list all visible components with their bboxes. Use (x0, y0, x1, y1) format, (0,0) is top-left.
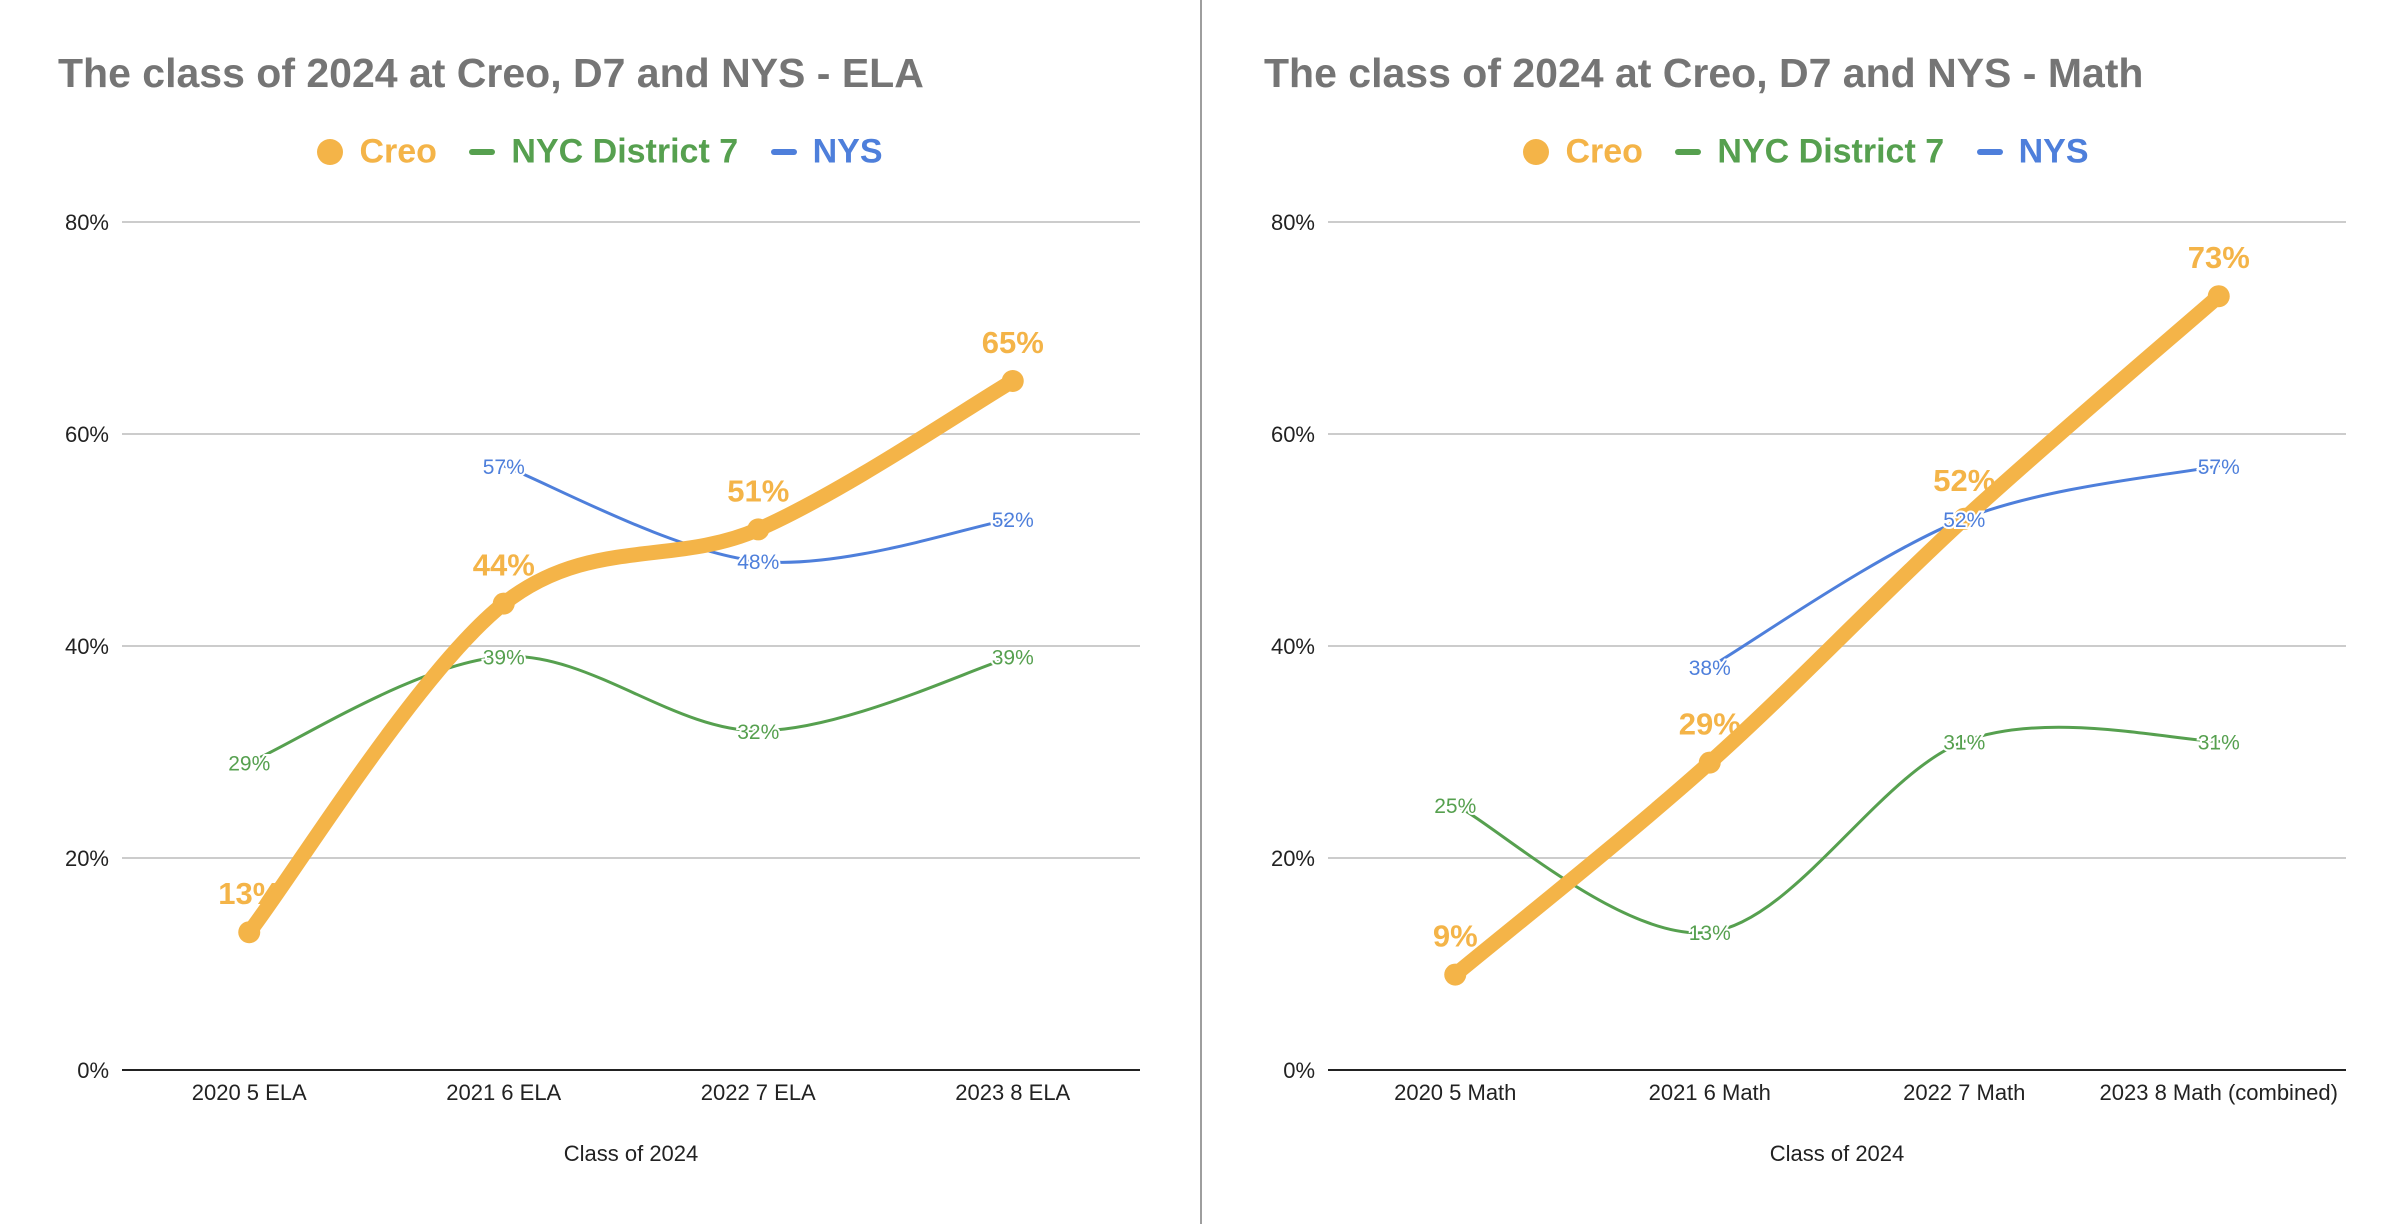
ela-legend-nys[interactable]: NYS (770, 131, 883, 172)
ela-series-nyc-district-7-line (247, 655, 1015, 765)
ela-series-nyc-district-7-data-label: 29% (228, 753, 270, 776)
math-series-creo-line (1447, 288, 2227, 983)
ela-legend-creo[interactable]: Creo (317, 131, 437, 172)
ela-series-creo-data-label: 13% (218, 876, 280, 911)
math-series-creo-data-label: 9% (1433, 919, 1478, 954)
ela-legend-nys-marker (770, 149, 797, 156)
math-series-nys-data-label: 38% (1689, 657, 1731, 680)
ela-series-creo-data-label: 65% (982, 325, 1044, 360)
math-chart-title: The class of 2024 at Creo, D7 and NYS - … (1264, 50, 2144, 96)
math-legend-creo-label: Creo (1565, 132, 1643, 171)
math-y-tick-label: 80% (1271, 210, 1315, 235)
math-legend-creo-marker (1523, 139, 1550, 166)
math-series-nyc-district-7-line (1453, 725, 2221, 935)
math-legend: Creo NYC District 7 NYS (1206, 131, 2400, 172)
math-y-tick-label: 60% (1271, 422, 1315, 447)
ela-series-nys-data-label: 57% (483, 456, 525, 479)
ela-x-tick-label: 2020 5 ELA (192, 1080, 307, 1105)
math-x-axis-title: Class of 2024 (1770, 1141, 1905, 1166)
ela-plot-area: 0% 20% 40% 60% 80% 2020 5 ELA 2021 6 ELA 2022 7… (65, 210, 1140, 1166)
ela-chart-title: The class of 2024 at Creo, D7 and NYS - … (58, 50, 924, 96)
ela-legend-district-marker (469, 149, 496, 156)
math-series-nyc-district-7-data-label: 31% (2198, 731, 2240, 754)
math-x-tick-label: 2020 5 Math (1394, 1080, 1516, 1105)
math-series-nyc-district-7-data-label: 31% (1943, 731, 1985, 754)
ela-legend-creo-marker (317, 139, 344, 166)
math-x-tick-label: 2021 6 Math (1649, 1080, 1771, 1105)
math-series-nys-data-label: 52% (1943, 509, 1985, 532)
ela-series-nyc-district-7-data-label: 39% (992, 647, 1034, 670)
ela-legend-creo-label: Creo (359, 132, 437, 171)
ela-series-creo-point (238, 921, 261, 944)
math-legend-creo[interactable]: Creo (1523, 131, 1643, 172)
ela-series-nyc-district-7-data-label: 32% (737, 721, 779, 744)
ela-y-tick-label: 20% (65, 846, 109, 871)
ela-x-axis-title: Class of 2024 (564, 1141, 699, 1166)
ela-chart-panel: The class of 2024 at Creo, D7 and NYS - … (0, 50, 1200, 1166)
math-legend-district-label: NYC District 7 (1717, 132, 1945, 171)
ela-y-tick-label: 80% (65, 210, 109, 235)
math-series-creo-point (1953, 507, 1976, 530)
ela-legend-nys-label: NYS (812, 132, 883, 171)
panel-divider (1200, 0, 1202, 1224)
math-y-tick-label: 0% (1283, 1058, 1315, 1083)
math-legend-nys-label: NYS (2018, 132, 2089, 171)
math-legend-nys-marker (1976, 149, 2003, 156)
math-series-creo-data-label: 52% (1933, 463, 1995, 498)
math-series-creo-data-label: 29% (1679, 707, 1741, 742)
ela-x-tick-label: 2021 6 ELA (446, 1080, 561, 1105)
ela-legend-district-label: NYC District 7 (511, 132, 739, 171)
ela-y-tick-label: 0% (77, 1058, 109, 1083)
ela-x-tick-label: 2022 7 ELA (701, 1080, 816, 1105)
math-legend-district[interactable]: NYC District 7 (1675, 131, 1944, 172)
math-y-tick-label: 40% (1271, 634, 1315, 659)
ela-series-creo-line (241, 373, 1021, 940)
ela-legend: Creo NYC District 7 NYS (0, 131, 1200, 172)
ela-series-nys-line (502, 464, 1015, 564)
ela-series-creo-point (492, 592, 515, 615)
math-chart-panel: The class of 2024 at Creo, D7 and NYS - … (1206, 0, 2400, 1224)
math-x-tick-label: 2022 7 Math (1903, 1080, 2025, 1105)
math-series-creo-point (1444, 963, 1467, 986)
ela-series-creo-point (1001, 370, 1024, 392)
math-series-nyc-district-7-data-label: 13% (1689, 922, 1731, 945)
ela-series-nys-data-label: 52% (992, 509, 1034, 532)
ela-series-nys-data-label: 48% (737, 551, 779, 574)
math-plot-area: 0% 20% 40% 60% 80% 2020 5 Math 2021 6 Math 2022… (1271, 210, 2346, 1166)
ela-series-creo-point (747, 518, 770, 541)
math-x-tick-label: 2023 8 Math (combined) (2100, 1080, 2338, 1105)
ela-x-tick-label: 2023 8 ELA (955, 1080, 1070, 1105)
math-series-nys-data-label: 57% (2198, 456, 2240, 479)
math-series-creo-data-label: 73% (2188, 240, 2250, 275)
ela-series-creo-data-label: 51% (727, 473, 789, 508)
ela-y-tick-label: 60% (65, 422, 109, 447)
math-y-tick-label: 20% (1271, 846, 1315, 871)
ela-y-tick-label: 40% (65, 634, 109, 659)
math-series-nyc-district-7-data-label: 25% (1434, 795, 1476, 818)
math-legend-district-marker (1675, 149, 1702, 156)
math-legend-nys[interactable]: NYS (1976, 131, 2089, 172)
ela-series-nyc-district-7-data-label: 39% (483, 647, 525, 670)
math-series-creo-point (1698, 751, 1721, 774)
ela-series-creo-data-label: 44% (473, 548, 535, 583)
math-series-creo-point (2207, 285, 2230, 308)
ela-legend-district[interactable]: NYC District 7 (469, 131, 738, 172)
